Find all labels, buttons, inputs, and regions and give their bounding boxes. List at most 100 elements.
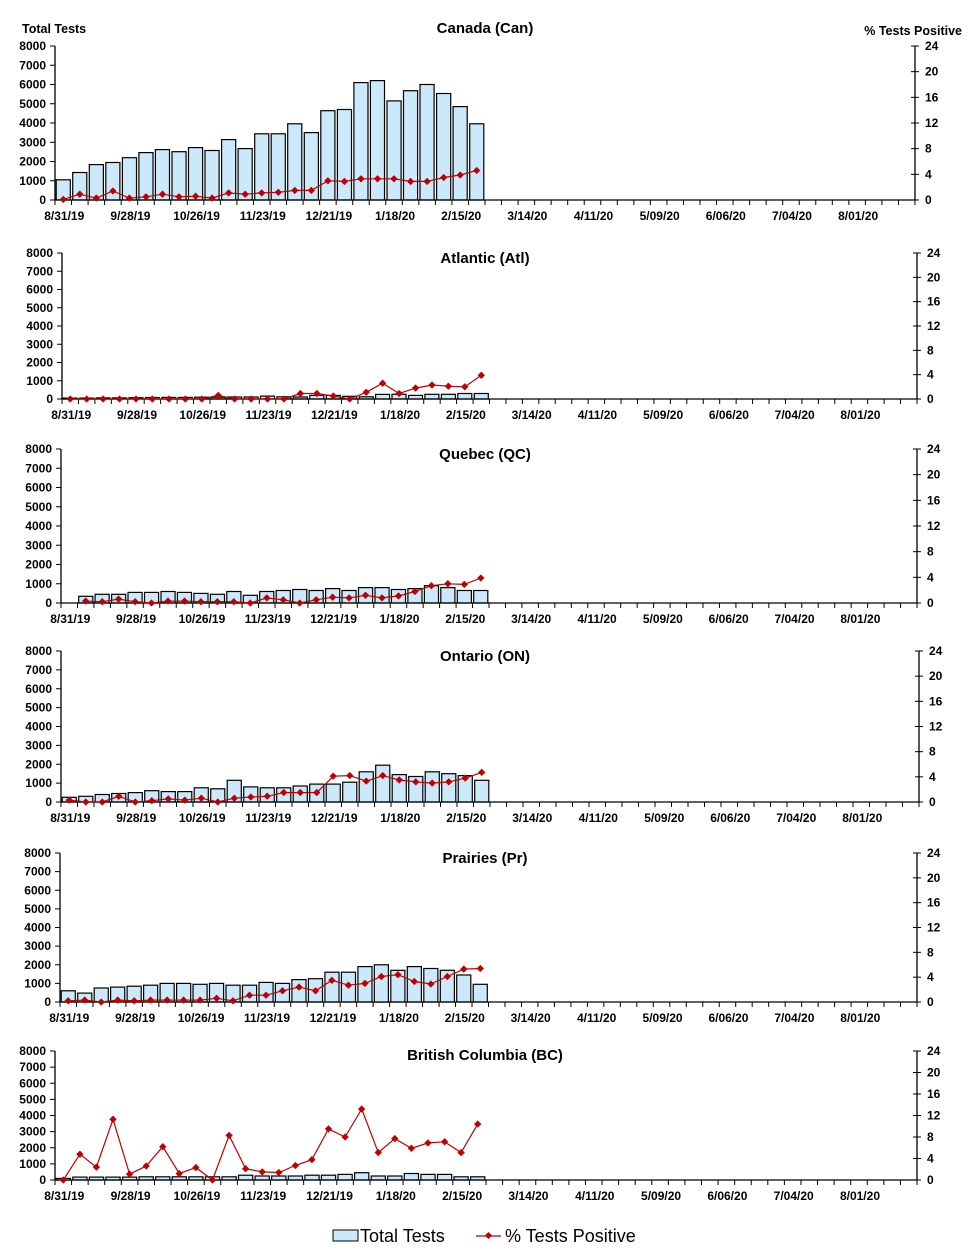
point-pct-positive: [460, 580, 468, 589]
x-tick-label: 12/21/19: [311, 408, 358, 422]
x-tick-label: 4/11/20: [579, 811, 619, 825]
x-tick-label: 5/09/20: [643, 612, 683, 626]
point-pct-positive: [66, 395, 74, 403]
left-tick-label: 3000: [24, 939, 51, 953]
x-tick-label: 11/23/19: [244, 1011, 290, 1025]
point-pct-positive: [296, 389, 305, 398]
right-tick-label: 8: [927, 545, 934, 559]
right-tick-label: 0: [927, 392, 934, 406]
x-tick-label: 4/11/20: [574, 209, 614, 223]
bar-total-tests: [187, 147, 204, 201]
point-pct-positive: [241, 190, 249, 198]
x-tick-label: 2/15/20: [441, 209, 481, 223]
point-pct-positive: [357, 1105, 366, 1113]
bar-total-tests: [373, 964, 389, 1003]
point-pct-positive: [213, 598, 222, 606]
x-tick-label: 12/21/19: [311, 811, 358, 825]
left-tick-label: 1000: [19, 1157, 46, 1171]
right-tick-label: 4: [927, 368, 934, 382]
left-tick-label: 6000: [25, 682, 52, 696]
point-pct-positive: [328, 976, 336, 984]
right-tick-label: 24: [925, 39, 939, 53]
left-tick-label: 0: [46, 392, 53, 406]
bar-total-tests: [304, 1174, 320, 1181]
right-tick-label: 8: [927, 945, 934, 959]
point-pct-positive: [443, 972, 451, 981]
point-pct-positive: [457, 1148, 465, 1157]
point-pct-positive: [424, 1139, 432, 1147]
x-tick-label: 11/23/19: [245, 408, 291, 422]
right-tick-label: 12: [927, 519, 941, 533]
point-pct-positive: [280, 395, 288, 403]
bar-total-tests: [424, 771, 440, 803]
right-tick-label: 4: [927, 1152, 934, 1166]
left-tick-label: 0: [39, 1173, 46, 1187]
point-pct-positive: [165, 395, 173, 403]
point-pct-positive: [262, 991, 270, 999]
point-pct-positive: [394, 971, 402, 979]
x-tick-label: 10/26/19: [179, 612, 226, 626]
bar-total-tests: [138, 152, 154, 201]
left-tick-label: 0: [44, 995, 51, 1009]
left-tick-label: 6000: [24, 883, 51, 897]
right-tick-label: 8: [925, 142, 932, 156]
left-tick-label: 1000: [25, 776, 52, 790]
point-pct-positive: [374, 1148, 382, 1157]
x-tick-label: 1/18/20: [375, 209, 415, 223]
left-tick-label: 0: [39, 193, 46, 207]
x-tick-label: 3/14/20: [507, 209, 547, 223]
x-tick-label: 9/28/19: [116, 612, 156, 626]
bar-total-tests: [436, 1173, 453, 1181]
left-tick-label: 5000: [24, 902, 51, 916]
point-pct-positive: [395, 389, 403, 398]
point-pct-positive: [308, 1155, 316, 1164]
chart-title: Prairies (Pr): [442, 850, 527, 867]
right-tick-label: 12: [929, 720, 943, 734]
x-tick-label: 8/01/20: [840, 612, 880, 626]
panel-1: Atlantic (Atl) 0 1000 2000 3000 4000 5000 6000 7…: [26, 246, 940, 422]
point-pct-positive: [296, 788, 304, 797]
point-pct-positive: [278, 987, 287, 995]
x-tick-label: 3/14/20: [508, 1189, 548, 1203]
point-pct-positive: [346, 395, 354, 403]
right-tick-label: 0: [927, 596, 934, 610]
point-pct-positive: [258, 1168, 266, 1176]
left-tick-label: 8000: [26, 246, 53, 260]
right-tick-label: 4: [925, 167, 932, 181]
chart-title: Quebec (QC): [439, 446, 531, 463]
bar-total-tests: [456, 589, 472, 604]
x-tick-label: 6/06/20: [708, 1011, 748, 1025]
left-tick-label: 4000: [25, 519, 52, 533]
bar-total-tests: [436, 92, 452, 201]
left-tick-label: 4000: [24, 921, 51, 935]
left-tick-label: 2000: [26, 356, 53, 370]
point-pct-positive: [148, 797, 156, 805]
point-pct-positive: [83, 395, 91, 403]
left-tick-label: 1000: [24, 976, 51, 990]
x-tick-label: 1/18/20: [379, 1011, 419, 1025]
bar-total-tests: [375, 764, 391, 803]
x-tick-label: 9/28/19: [111, 1189, 151, 1203]
bar-total-tests: [456, 974, 472, 1003]
point-pct-positive: [142, 193, 150, 201]
point-pct-positive: [394, 592, 403, 600]
x-tick-label: 10/26/19: [179, 408, 226, 422]
bar-total-tests: [204, 149, 220, 201]
point-pct-positive: [329, 392, 337, 400]
right-tick-label: 12: [927, 921, 941, 935]
legend-bar-swatch: [332, 1229, 359, 1242]
right-tick-label: 20: [927, 270, 941, 284]
x-tick-label: 6/06/20: [710, 811, 750, 825]
point-pct-positive: [477, 371, 485, 379]
bar-total-tests: [337, 1173, 353, 1181]
left-axis-title: Total Tests: [22, 22, 86, 36]
right-tick-label: 20: [927, 1066, 941, 1080]
left-tick-label: 6000: [26, 283, 53, 297]
x-tick-label: 12/21/19: [306, 209, 353, 223]
bar-total-tests: [473, 589, 489, 604]
point-pct-positive: [241, 1165, 250, 1173]
left-tick-label: 5000: [25, 701, 52, 715]
x-tick-label: 12/21/19: [306, 1189, 353, 1203]
x-tick-label: 3/14/20: [511, 612, 551, 626]
point-pct-positive: [410, 977, 418, 986]
